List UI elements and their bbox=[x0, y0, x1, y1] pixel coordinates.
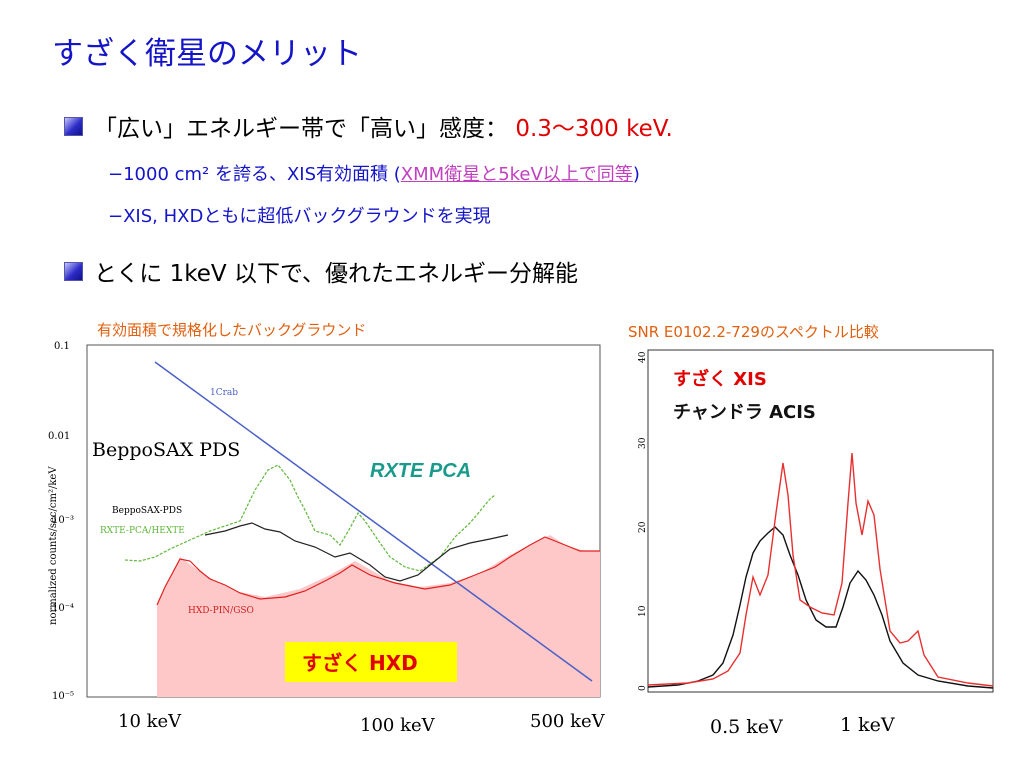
bullet-sensitivity: 「広い」エネルギー帯で「高い」感度： 0.3〜300 keV. bbox=[94, 109, 673, 143]
bullet-square-icon bbox=[64, 262, 83, 281]
rxte-big-label: RXTE PCA bbox=[370, 460, 471, 482]
ytick-1: 0.01 bbox=[48, 431, 70, 442]
hxd-pin-gso-line bbox=[156, 536, 600, 606]
sub-bullet-area: −1000 cm² を誇る、XIS有効面積 (XMM衛星と5keV以上で同等) bbox=[108, 160, 640, 186]
rtick-20: 20 bbox=[638, 521, 648, 533]
rtick-0: 0 bbox=[638, 685, 648, 691]
spectrum-chart: 40 30 20 10 0 0.5 keV 1 keV すざく XIS チャンド… bbox=[638, 349, 994, 738]
bullet-square-icon bbox=[64, 117, 83, 136]
sub-bullet-background: −XIS, HXDともに超低バックグラウンドを実現 bbox=[108, 206, 491, 227]
ytick-3: 10⁻⁴ bbox=[52, 603, 74, 614]
bepposax-pds-line bbox=[204, 522, 509, 582]
hxd-box bbox=[285, 642, 457, 682]
bullet-sensitivity-text: 「広い」エネルギー帯で「高い」感度： bbox=[94, 116, 516, 142]
bullet-resolution: とくに 1keV 以下で、優れたエネルギー分解能 bbox=[94, 261, 579, 287]
rxte-small-label: RXTE-PCA/HEXTE bbox=[100, 526, 185, 536]
xmm-comparison-link[interactable]: XMM衛星と5keV以上で同等 bbox=[400, 164, 633, 185]
rtick-30: 30 bbox=[638, 437, 648, 449]
rtick-10: 10 bbox=[638, 605, 648, 617]
slide-title: すざく衛星のメリット bbox=[52, 36, 362, 72]
legend-acis: チャンドラ ACIS bbox=[673, 402, 816, 423]
hxd-box-label: すざく HXD bbox=[302, 651, 418, 675]
crab-spectrum-line bbox=[154, 361, 593, 682]
legend-xis: すざく XIS bbox=[673, 368, 767, 390]
energy-range: 0.3〜300 keV. bbox=[515, 116, 673, 142]
xtick-05kev: 0.5 keV bbox=[710, 716, 783, 738]
right-chart-caption: SNR E0102.2-729のスペクトル比較 bbox=[628, 323, 879, 341]
xtick-10kev: 10 keV bbox=[118, 711, 182, 732]
rtick-40: 40 bbox=[638, 351, 648, 363]
xtick-500kev: 500 keV bbox=[530, 711, 606, 732]
crab-label: 1Crab bbox=[210, 388, 238, 398]
ytick-0: 0.1 bbox=[54, 341, 70, 352]
left-chart-caption: 有効面積で規格化したバックグラウンド bbox=[97, 321, 367, 339]
suzaku-xis-line bbox=[647, 452, 994, 687]
hxd-pin-gso-area bbox=[157, 535, 600, 697]
hxd-small-label: HXD-PIN/GSO bbox=[188, 606, 254, 616]
xtick-100kev: 100 keV bbox=[360, 715, 436, 735]
sub-bullet-close: ) bbox=[632, 164, 640, 185]
background-chart: 0.1 0.01 10⁻³ 10⁻⁴ 10⁻⁵ normalized count… bbox=[48, 341, 606, 735]
plot-frame bbox=[647, 349, 994, 693]
pds-small-label: BeppoSAX-PDS bbox=[112, 506, 182, 516]
ytick-2: 10⁻³ bbox=[52, 515, 74, 526]
sub-bullet-area-text: −1000 cm² を誇る、XIS有効面積 ( bbox=[108, 164, 401, 185]
ytick-4: 10⁻⁵ bbox=[52, 691, 74, 702]
y-axis-label: normalized counts/sec/cm²/keV bbox=[48, 466, 59, 625]
rxte-pca-hexte-line bbox=[124, 464, 496, 572]
xtick-1kev: 1 keV bbox=[840, 714, 895, 736]
pds-big-label: BeppoSAX PDS bbox=[92, 439, 240, 461]
chandra-acis-line bbox=[647, 526, 994, 689]
